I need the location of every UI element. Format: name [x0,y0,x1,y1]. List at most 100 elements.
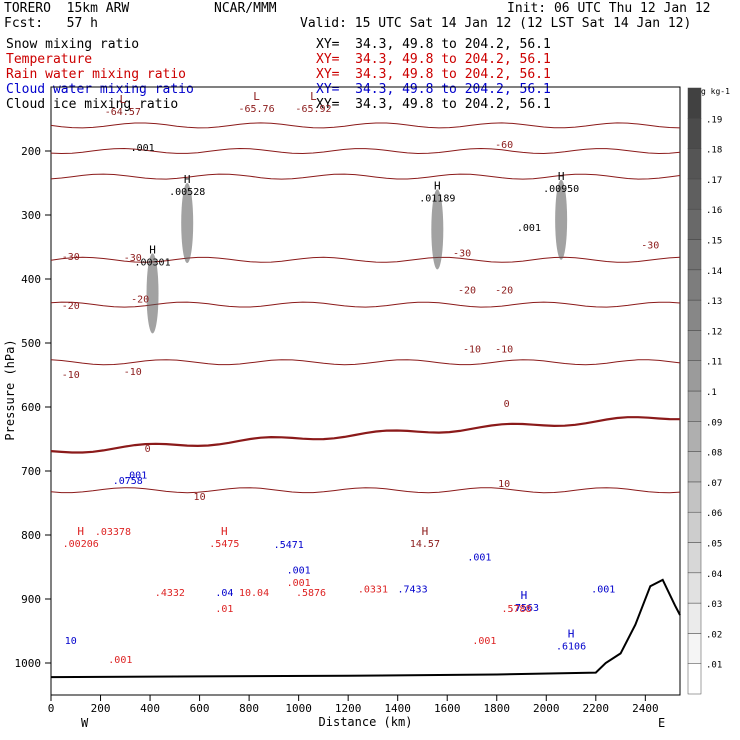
colorbar-segment [687,330,702,361]
contour-label: .5788 [502,604,532,615]
isotherm-line [50,416,681,454]
colorbar-segment [687,542,702,574]
colorbar-segment [687,390,702,422]
isotherm-label: -10 [463,345,481,356]
east-label: E [658,716,665,730]
snow-shading [431,189,444,270]
colorbar-label: .02 [706,630,722,640]
colorbar-segment [687,572,702,604]
contour-label: 10.04 [239,588,269,599]
y-tick-label: 700 [21,465,41,478]
field-name: Cloud ice mixing ratio [6,97,179,112]
colorbar-label: .14 [706,267,722,277]
colorbar-label: .15 [706,237,722,247]
contour-label: .0758 [113,476,143,487]
isotherm-line [50,487,681,494]
colorbar-label: .05 [706,540,722,550]
isotherm-label: -20 [495,286,513,297]
field-name: Cloud water mixing ratio [6,82,194,97]
contour-label: .7433 [397,585,427,596]
contour-label: .001 [287,578,311,589]
contour-label: .04 [215,588,233,599]
extremum-value: .00206 [63,539,99,550]
y-tick-label: 400 [21,273,41,286]
y-tick-label: 300 [21,209,41,222]
isotherm-label: -30 [641,240,659,251]
x-tick-label: 1000 [285,702,312,715]
colorbar-segment [687,208,702,240]
colorbar-label: .1 [706,388,717,398]
snow-shading [181,183,194,263]
extremum-value: -65.92 [295,104,331,115]
colorbar-segment [687,269,702,301]
isotherm-line [50,173,681,180]
extremum-marker: H [77,525,84,538]
contour-label: .0331 [358,585,388,596]
y-tick-label: 1000 [15,657,42,670]
isotherm-label: 0 [504,399,510,410]
extremum-value: .5475 [209,539,239,550]
extremum-marker: L [253,90,260,103]
contour-label: .4332 [155,588,185,599]
isotherm-line [50,122,681,129]
isotherm-label: -10 [495,345,513,356]
y-axis-label: Pressure (hPa) [3,339,17,440]
colorbar-label: .08 [706,449,722,459]
extremum-marker: H [221,525,228,538]
field-cross-section: XY= 34.3, 49.8 to 204.2, 56.1 [316,82,551,97]
colorbar-segment [687,360,702,392]
contour-label: .5876 [296,588,326,599]
field-name: Temperature [6,52,93,67]
extremum-marker: L [310,90,317,103]
isotherm-label: -10 [124,367,142,378]
contour-label: .001 [472,636,496,647]
x-tick-label: 2200 [583,702,610,715]
isotherm-label: -30 [124,253,142,264]
contour-label: .001 [517,223,541,234]
isotherm-label: -20 [62,301,80,312]
colorbar-label: .17 [706,176,722,186]
contour-label: .001 [591,585,615,596]
contour-label: 10 [65,636,77,647]
isotherm-label: -20 [458,286,476,297]
init-label: Init: 06 UTC Thu 12 Jan 12 [507,1,711,16]
contour-label: .5471 [274,540,304,551]
snow-shading [555,179,568,260]
colorbar-label: .13 [706,297,722,307]
colorbar-segment [687,87,702,119]
x-tick-label: 2000 [533,702,560,715]
colorbar-segment [687,421,702,452]
field-name: Snow mixing ratio [6,37,140,52]
extremum-value: .01189 [419,193,455,204]
extremum-marker: H [558,170,565,183]
extremum-value: .00950 [543,184,579,195]
x-axis-label: Distance (km) [319,715,413,729]
org-label: NCAR/MMM [214,1,277,16]
extremum-value: .7563 [509,603,539,614]
x-tick-label: 0 [48,702,55,715]
extremum-value: -65.76 [238,104,274,115]
colorbar-segment [687,118,702,149]
extremum-marker: H [184,173,191,186]
x-tick-label: 1800 [483,702,510,715]
colorbar-label: .12 [706,327,722,337]
contour-label: .001 [108,655,132,666]
contour-label: .001 [131,143,155,154]
west-label: W [81,716,89,730]
colorbar-segment [687,663,702,695]
contour-label: .01 [215,604,233,615]
x-tick-label: 600 [190,702,210,715]
colorbar-segment [687,239,702,271]
colorbar-segment [687,602,702,634]
valid-label: Valid: 15 UTC Sat 14 Jan 12 (12 LST Sat … [300,16,692,31]
colorbar-label: .19 [706,115,722,125]
extremum-value: 14.57 [410,539,440,550]
isotherm-label: -30 [62,252,80,263]
field-cross-section: XY= 34.3, 49.8 to 204.2, 56.1 [316,52,551,67]
contour-label: .001 [123,471,147,482]
isotherm-line [50,359,681,366]
colorbar-unit: g kg-1 [701,87,730,96]
extremum-marker: H [422,525,429,538]
field-cross-section: XY= 34.3, 49.8 to 204.2, 56.1 [316,67,551,82]
contour-label: .001 [467,553,491,564]
